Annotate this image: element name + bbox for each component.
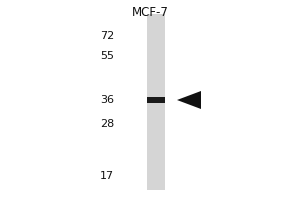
Bar: [147, 97, 165, 103]
Text: 17: 17: [100, 171, 114, 181]
Text: MCF-7: MCF-7: [132, 5, 168, 19]
Text: 28: 28: [100, 119, 114, 129]
Text: 55: 55: [100, 51, 114, 61]
Bar: [147, 14, 165, 190]
Text: 36: 36: [100, 95, 114, 105]
Text: 72: 72: [100, 31, 114, 41]
Polygon shape: [177, 91, 201, 109]
